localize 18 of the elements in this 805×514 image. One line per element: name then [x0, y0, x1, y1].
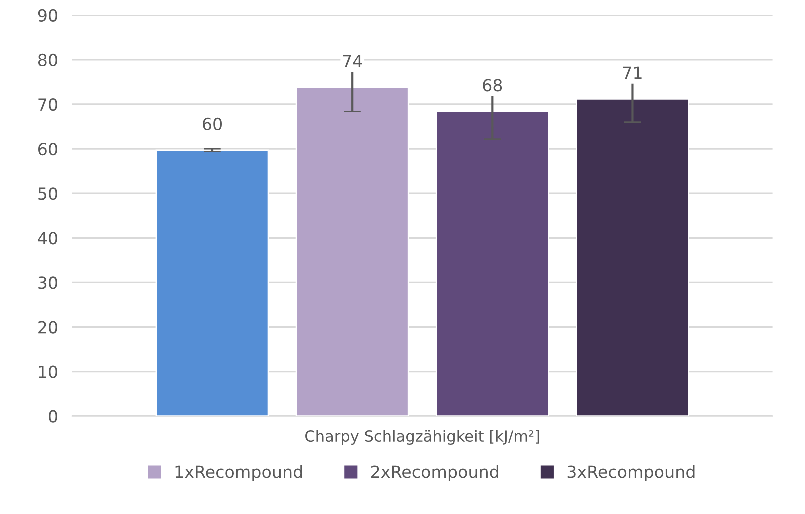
y-tick-label: 60: [38, 143, 58, 156]
data-label: 60: [203, 118, 222, 130]
y-tick-label: 20: [38, 321, 58, 334]
legend-label: 1xRecompound: [176, 465, 302, 482]
data-label: 68: [483, 79, 502, 92]
y-tick-label: 0: [49, 410, 58, 423]
legend-label: 3xRecompound: [568, 465, 695, 482]
y-tick-label: 40: [38, 232, 58, 245]
data-label: 71: [623, 66, 642, 80]
y-tick-label: 10: [39, 366, 58, 378]
y-tick-label: 70: [38, 98, 58, 112]
y-tick-label: 90: [38, 9, 58, 22]
data-label: 74: [343, 55, 362, 68]
y-tick-label: 80: [38, 54, 58, 67]
x-tick-label: Charpy Schlagzähigkeit [kJ/m²]: [306, 430, 540, 446]
y-tick-label: 30: [38, 276, 58, 290]
legend-label: 2xRecompound: [372, 465, 498, 482]
y-tick-label: 50: [38, 188, 58, 200]
